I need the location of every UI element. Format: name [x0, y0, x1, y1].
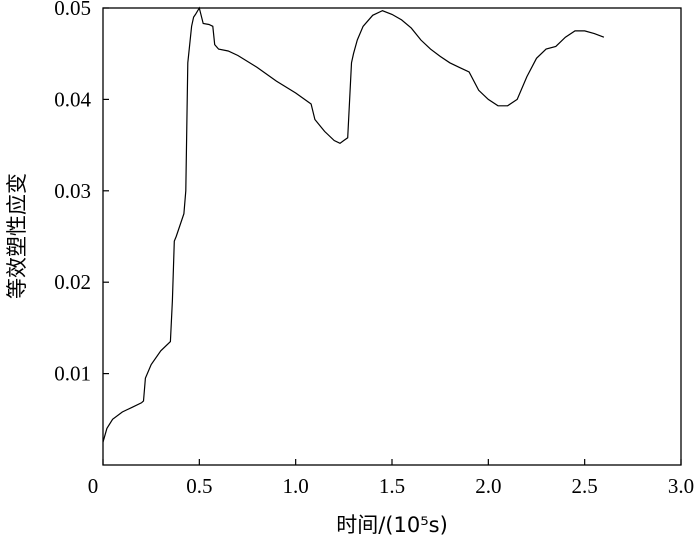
y-axis-title: 等效塑性应变 [5, 173, 29, 299]
plot-frame [102, 7, 682, 466]
y-ticks: 0.01 0.02 0.03 0.04 0.05 [54, 0, 109, 386]
x-tick-label: 2.5 [572, 474, 598, 498]
x-tick-label: 3.0 [668, 474, 694, 498]
x-tick-label: 0.5 [186, 474, 212, 498]
x-axis-title: 时间/(10⁵s) [336, 513, 448, 537]
x-tick-label: 1.0 [283, 474, 309, 498]
y-tick-label: 0.02 [54, 270, 91, 294]
y-tick-label: 0.01 [54, 362, 91, 386]
y-tick-label: 0.03 [54, 179, 91, 203]
y-tick-label: 0.05 [54, 0, 91, 20]
x-tick-label: 1.5 [379, 474, 405, 498]
series-line [102, 6, 605, 443]
y-tick-label: 0.04 [54, 87, 91, 111]
x-tick-label: 0 [88, 474, 99, 498]
x-tick-label: 2.0 [475, 474, 501, 498]
x-ticks: 0 0.5 1.0 1.5 2.0 2.5 3.0 [88, 459, 694, 498]
